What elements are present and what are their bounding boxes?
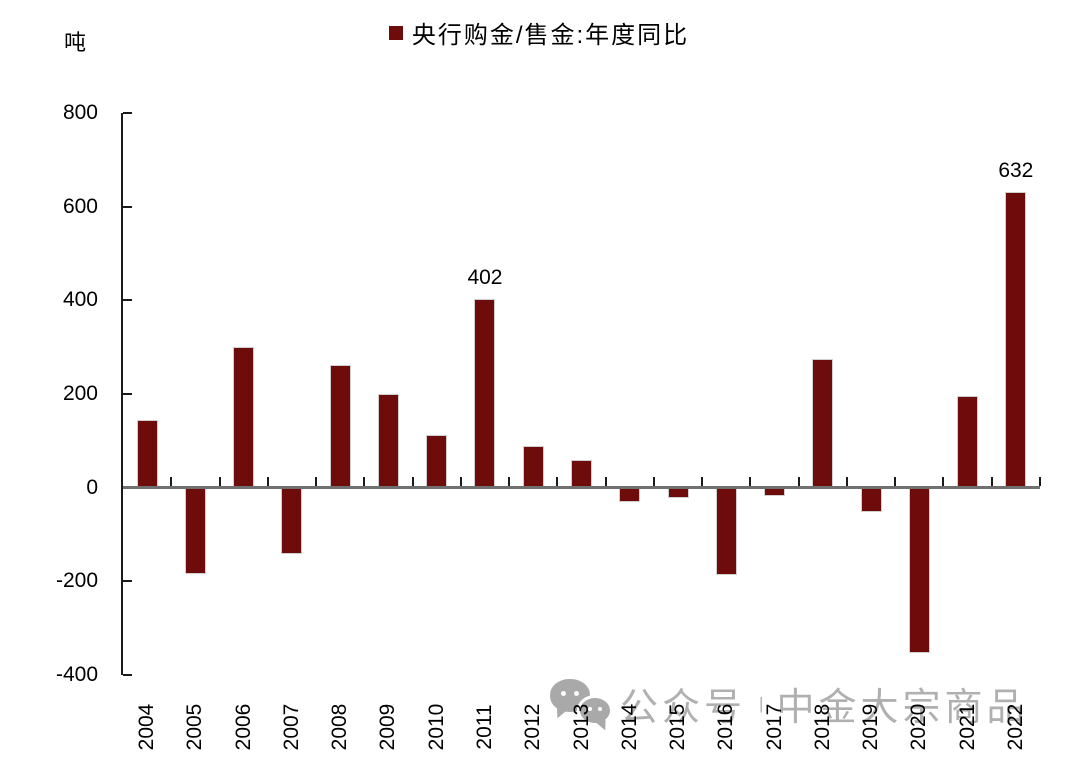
bar-2012 [522,446,544,488]
bar-2015 [667,487,689,498]
x-axis-zero-line [123,486,1040,490]
x-axis-tick [1039,477,1041,487]
bar-2019 [860,487,882,512]
x-axis-tick [749,477,752,487]
y-axis-line [121,113,123,675]
x-axis-tick [894,477,897,487]
x-axis-tick [556,477,559,487]
x-axis-tick [990,477,993,487]
x-axis-tick [411,477,414,487]
bar-2016 [715,487,737,575]
x-tick-label-2009: 2009 [376,703,400,751]
y-axis-unit-label: 吨 [64,30,87,55]
x-tick-label-2005: 2005 [183,703,207,751]
y-tick-label: 600 [62,194,98,218]
bar-2008 [329,364,351,488]
bar-2020 [908,487,930,653]
x-tick-label-2016: 2016 [714,703,738,751]
x-tick-label-2022: 2022 [1003,703,1027,751]
watermark-text-right: 中金大宗商品 [776,687,1029,729]
y-tick-label: -400 [55,663,98,686]
x-axis-tick [797,477,800,487]
legend-marker-icon [388,25,403,40]
y-tick-label: 800 [62,101,98,124]
bar-2005 [184,487,206,575]
x-tick-label-2019: 2019 [859,703,883,751]
x-tick-label-2017: 2017 [762,703,786,751]
y-tick-label: -200 [55,569,98,593]
bar-2007 [281,487,303,555]
y-axis-tick [123,580,132,583]
bar-2013 [571,459,592,488]
wechat-eye [561,690,566,696]
watermark: 公众号 | 中金大宗商品 [550,676,1028,731]
bar-2006 [233,347,255,488]
y-axis-tick [123,112,132,114]
x-tick-label-2012: 2012 [521,703,545,751]
x-axis-tick [701,477,704,487]
x-tick-label-2008: 2008 [328,703,352,751]
y-tick-label: 0 [86,475,98,499]
wechat-eye [598,706,602,711]
y-tick-label: 200 [62,382,98,405]
wechat-eye [588,706,592,711]
x-tick-label-2006: 2006 [231,703,255,751]
x-axis-tick [652,477,655,487]
bar-2018 [812,358,834,488]
x-axis-tick [604,477,607,487]
y-tick-label: 400 [62,288,98,312]
x-tick-label-2020: 2020 [907,703,931,751]
x-axis-tick [170,477,173,487]
wechat-eye [574,690,579,696]
x-tick-label-2021: 2021 [955,703,979,751]
data-label-2022: 632 [998,158,1034,182]
legend-label: 央行购金/售金:年度同比 [411,22,690,49]
bar-2014 [619,487,641,502]
wechat-icon [550,677,613,731]
x-tick-label-2014: 2014 [617,703,641,751]
x-tick-label-2007: 2007 [279,703,303,751]
bar-2011 [474,299,496,488]
x-axis-tick [845,477,848,487]
x-axis-tick [459,477,462,487]
bar-2021 [957,396,979,488]
y-axis-tick [123,393,132,395]
x-axis-tick [315,477,318,487]
bar-2009 [377,394,399,488]
x-axis-tick [218,477,221,487]
x-tick-label-2004: 2004 [135,703,159,751]
watermark-separator: | [759,693,764,713]
x-tick-label-2011: 2011 [472,704,496,750]
y-axis-tick [123,674,132,676]
wechat-bubble-small [577,694,613,726]
y-axis-tick [123,205,132,208]
data-label-2011: 402 [467,266,503,290]
bar-2010 [426,435,448,488]
y-axis-tick [123,299,132,302]
chart-legend: 央行购金/售金:年度同比 [0,15,1078,50]
bar-2022 [1005,191,1027,488]
x-tick-label-2013: 2013 [569,703,593,751]
x-tick-label-2015: 2015 [666,703,690,751]
bar-2004 [136,419,158,488]
x-axis-tick [363,477,366,487]
watermark-text-left: 公众号 [620,687,747,729]
x-axis-tick [942,477,945,487]
x-tick-label-2010: 2010 [424,703,448,751]
x-tick-label-2018: 2018 [810,703,834,751]
x-axis-tick [266,477,269,487]
x-axis-tick [508,477,511,487]
